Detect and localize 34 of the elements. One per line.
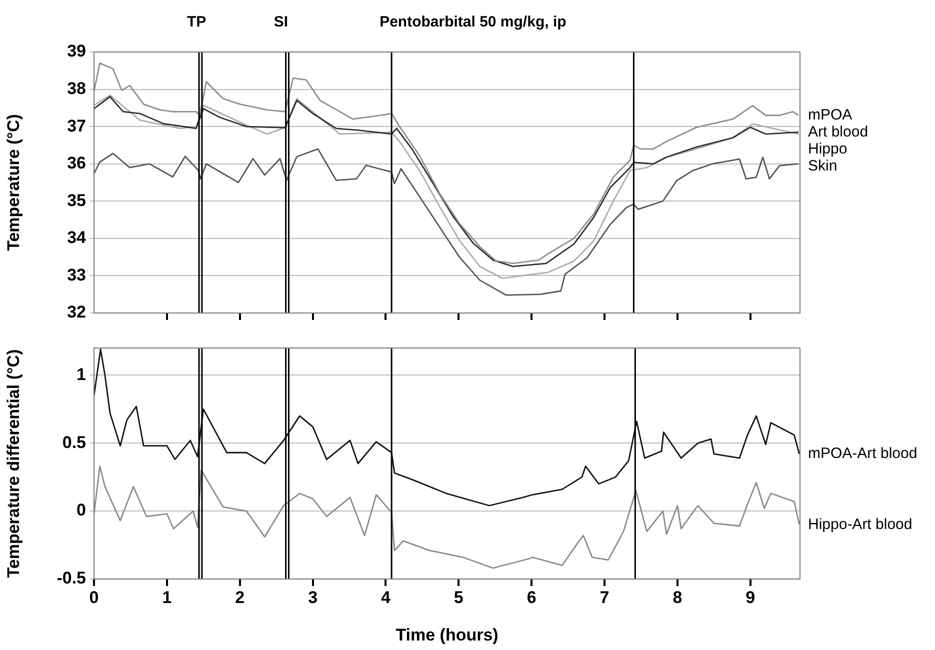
- y-tick-label: -0.5: [56, 568, 86, 588]
- x-tick-label: 4: [381, 588, 391, 607]
- x-tick-label: 5: [454, 588, 464, 607]
- y-tick-label: 35: [67, 190, 86, 210]
- x-axis-title: Time (hours): [396, 625, 498, 644]
- ref-line-label: SI: [274, 14, 288, 31]
- series-label: Hippo-Art blood: [808, 516, 912, 533]
- y-axis-title: Temperature differential (°C): [4, 349, 23, 578]
- x-tick-label: 3: [308, 588, 318, 607]
- y-tick-label: 36: [67, 154, 86, 173]
- series-label: Art blood: [808, 124, 868, 141]
- x-tick-label: 0: [89, 588, 99, 607]
- y-tick-label: 33: [67, 265, 86, 284]
- x-tick-label: 9: [746, 588, 756, 607]
- x-tick-label: 6: [526, 588, 536, 607]
- y-tick-label: 37: [67, 116, 86, 136]
- y-axis-title: Temperature (°C): [4, 114, 23, 251]
- y-tick-label: 38: [67, 78, 86, 98]
- y-tick-label: 1: [76, 364, 86, 384]
- series-label: Skin: [808, 158, 838, 175]
- x-tick-label: 1: [162, 588, 172, 607]
- y-tick-label: 39: [67, 42, 86, 61]
- series-label: Hippo: [808, 140, 848, 158]
- y-tick-label: 0: [76, 500, 86, 520]
- y-tick-label: 0.5: [62, 432, 86, 452]
- ref-line-label: Pentobarbital 50 mg/kg, ip: [380, 14, 566, 31]
- y-tick-label: 32: [67, 302, 86, 322]
- x-tick-label: 8: [672, 588, 682, 607]
- y-tick-label: 34: [67, 228, 87, 248]
- x-tick-label: 2: [235, 588, 245, 607]
- x-tick-label: 7: [600, 588, 610, 607]
- ref-line-label: TP: [187, 14, 206, 31]
- series-label: mPOA: [808, 106, 852, 124]
- series-label: mPOA-Art blood: [808, 445, 918, 462]
